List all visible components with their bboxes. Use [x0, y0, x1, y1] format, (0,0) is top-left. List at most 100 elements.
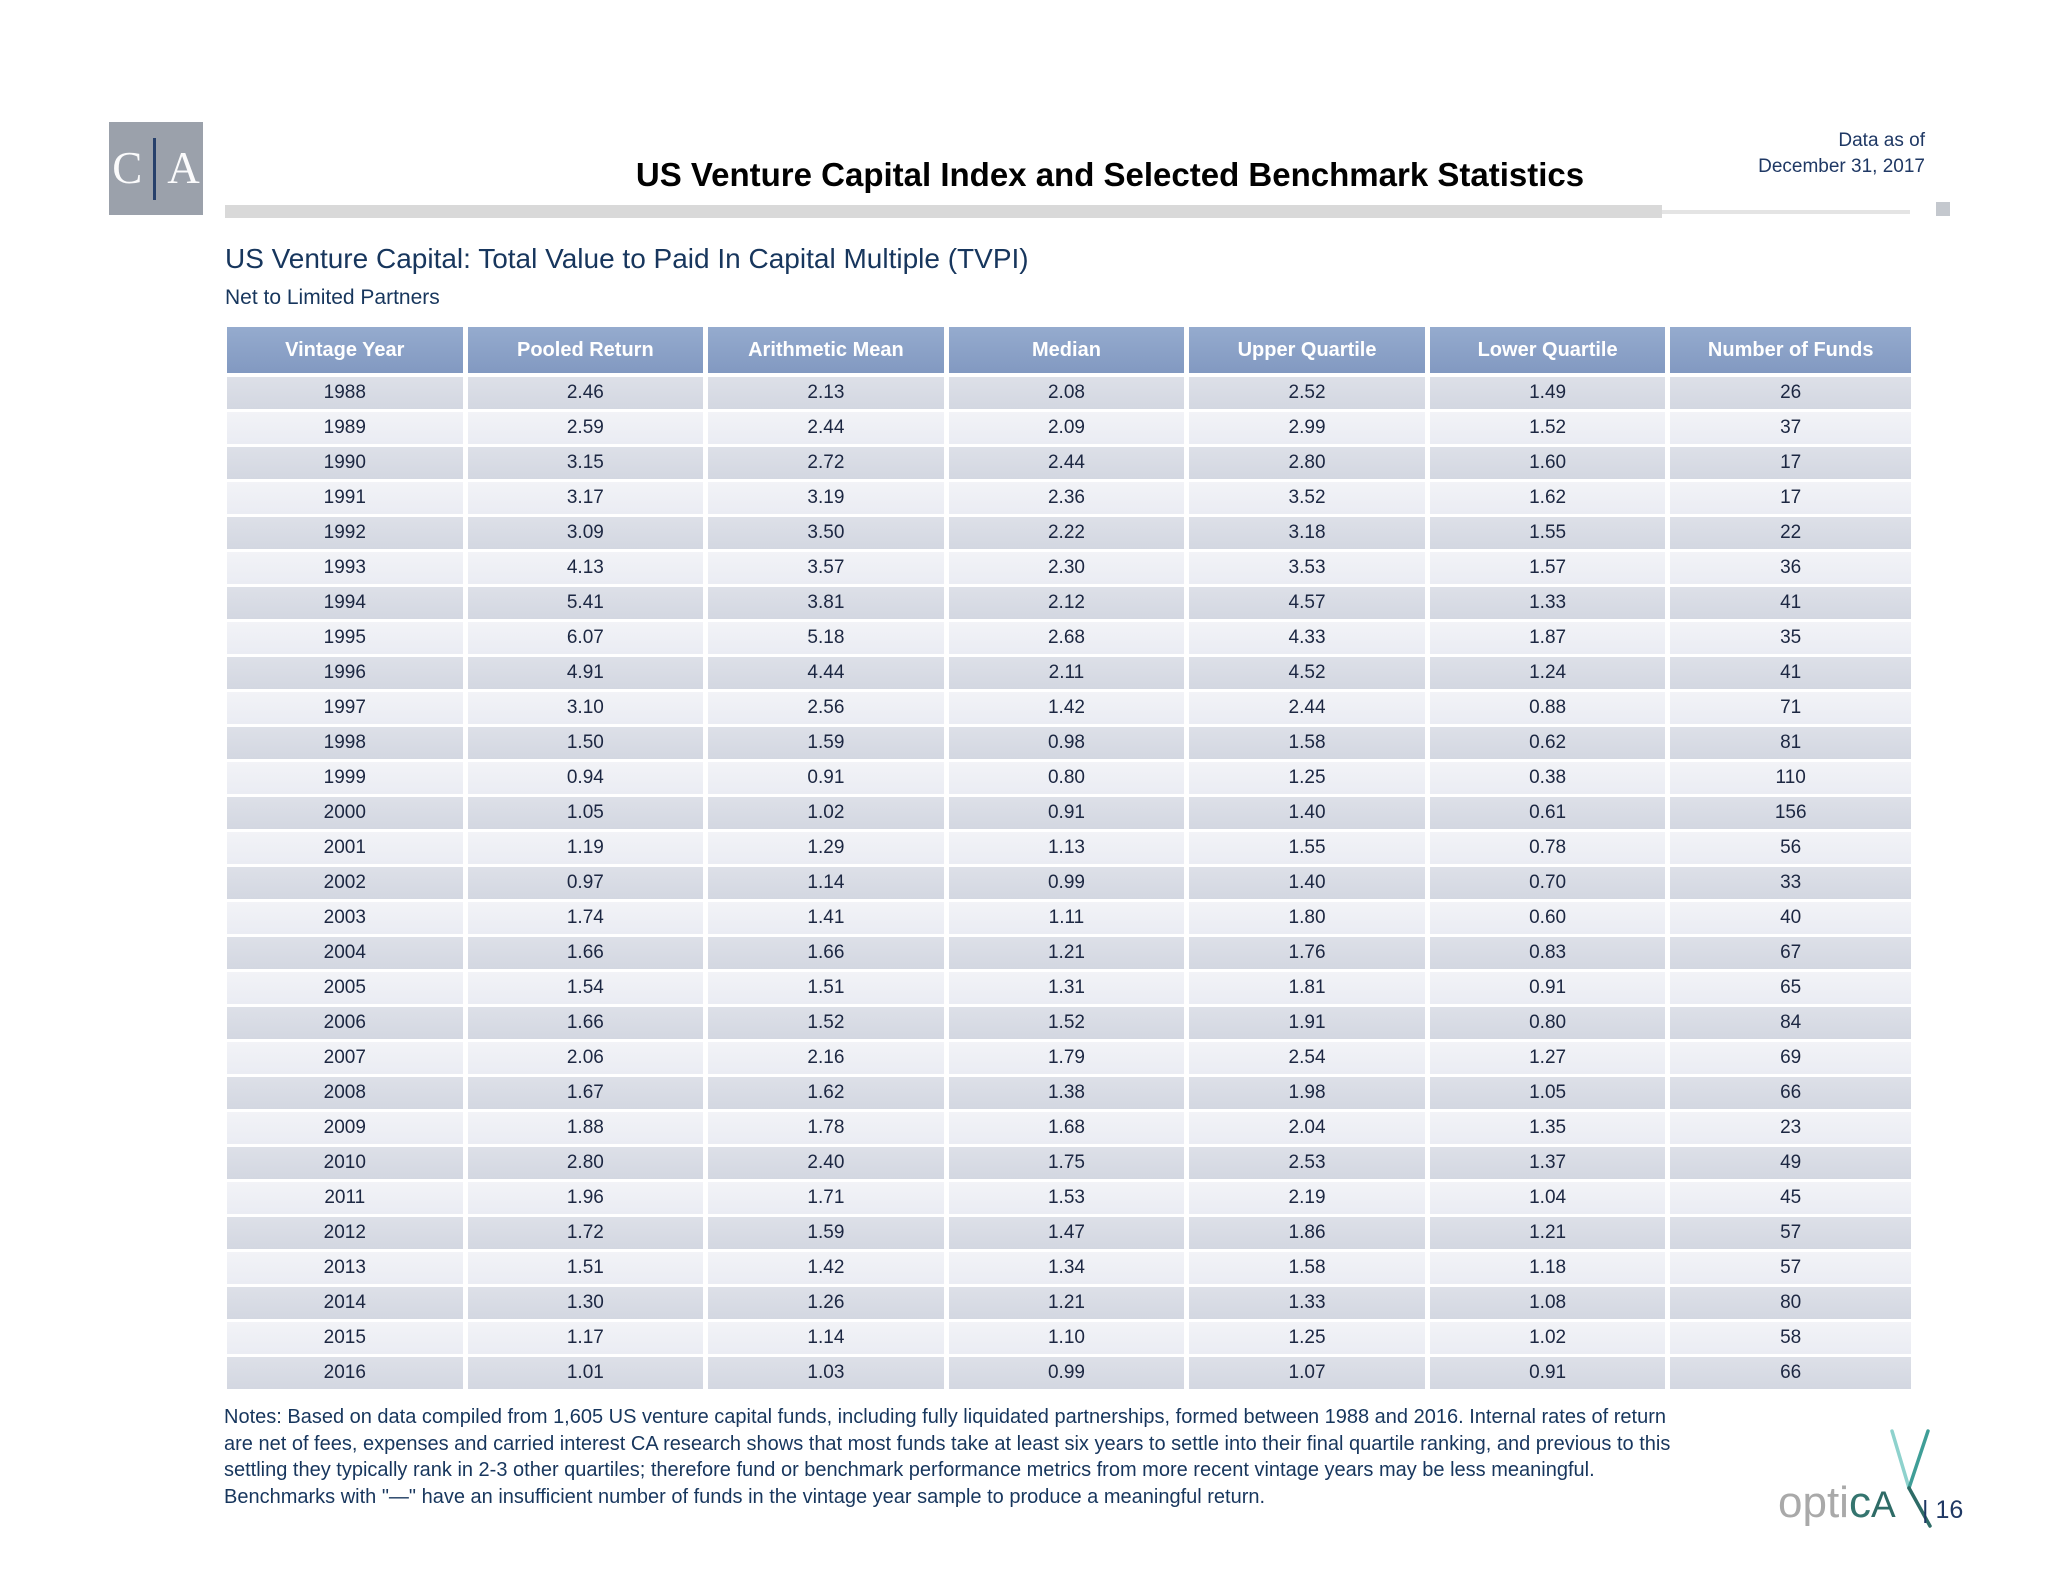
- cell-median: 1.21: [948, 1287, 1190, 1322]
- cell-pooled-return: 6.07: [467, 622, 709, 657]
- table-row: 2008 1.67 1.62 1.38 1.98 1.05 66: [227, 1077, 1911, 1112]
- cell-arithmetic-mean: 1.59: [708, 727, 949, 762]
- column-header-lower-quartile: Lower Quartile: [1429, 327, 1671, 377]
- cell-upper-quartile: 1.76: [1189, 937, 1430, 972]
- cell-number-of-funds: 35: [1670, 622, 1911, 657]
- cell-number-of-funds: 23: [1670, 1112, 1911, 1147]
- cell-median: 1.34: [948, 1252, 1190, 1287]
- cell-arithmetic-mean: 2.40: [708, 1147, 949, 1182]
- cell-arithmetic-mean: 1.14: [708, 1322, 949, 1357]
- table-row: 2006 1.66 1.52 1.52 1.91 0.80 84: [227, 1007, 1911, 1042]
- cell-number-of-funds: 26: [1670, 377, 1911, 412]
- cell-lower-quartile: 1.52: [1429, 412, 1671, 447]
- cell-upper-quartile: 2.99: [1189, 412, 1430, 447]
- title-rule-thick: [225, 205, 1662, 218]
- cell-vintage-year: 1993: [227, 552, 468, 587]
- cell-pooled-return: 1.51: [467, 1252, 709, 1287]
- cell-number-of-funds: 41: [1670, 587, 1911, 622]
- cell-arithmetic-mean: 1.42: [708, 1252, 949, 1287]
- cell-upper-quartile: 4.33: [1189, 622, 1430, 657]
- cell-pooled-return: 1.01: [467, 1357, 709, 1392]
- table-row: 1994 5.41 3.81 2.12 4.57 1.33 41: [227, 587, 1911, 622]
- cell-arithmetic-mean: 1.71: [708, 1182, 949, 1217]
- cell-vintage-year: 2007: [227, 1042, 468, 1077]
- cell-arithmetic-mean: 1.41: [708, 902, 949, 937]
- cell-lower-quartile: 0.38: [1429, 762, 1671, 797]
- cell-median: 1.79: [948, 1042, 1190, 1077]
- tvpi-table: Vintage Year Pooled Return Arithmetic Me…: [227, 327, 1911, 1392]
- title-rule-endcap: [1936, 202, 1950, 216]
- table-row: 2005 1.54 1.51 1.31 1.81 0.91 65: [227, 972, 1911, 1007]
- notes: Notes: Based on data compiled from 1,605…: [224, 1404, 1670, 1510]
- cell-vintage-year: 1988: [227, 377, 468, 412]
- table-row: 2001 1.19 1.29 1.13 1.55 0.78 56: [227, 832, 1911, 867]
- table-row: 1995 6.07 5.18 2.68 4.33 1.87 35: [227, 622, 1911, 657]
- cell-median: 2.44: [948, 447, 1190, 482]
- cell-upper-quartile: 3.52: [1189, 482, 1430, 517]
- cell-arithmetic-mean: 1.03: [708, 1357, 949, 1392]
- cell-lower-quartile: 1.33: [1429, 587, 1671, 622]
- cell-vintage-year: 2008: [227, 1077, 468, 1112]
- cell-lower-quartile: 0.88: [1429, 692, 1671, 727]
- cell-pooled-return: 3.17: [467, 482, 709, 517]
- cell-number-of-funds: 37: [1670, 412, 1911, 447]
- notes-line-4: Benchmarks with "—" have an insufficient…: [224, 1485, 1266, 1508]
- cell-arithmetic-mean: 3.50: [708, 517, 949, 552]
- cell-median: 1.68: [948, 1112, 1190, 1147]
- ca-logo-letter-c: C: [112, 143, 143, 193]
- cell-arithmetic-mean: 3.81: [708, 587, 949, 622]
- cell-pooled-return: 1.88: [467, 1112, 709, 1147]
- cell-pooled-return: 1.74: [467, 902, 709, 937]
- cell-vintage-year: 1992: [227, 517, 468, 552]
- cell-lower-quartile: 1.05: [1429, 1077, 1671, 1112]
- cell-upper-quartile: 2.54: [1189, 1042, 1430, 1077]
- table-row: 1999 0.94 0.91 0.80 1.25 0.38 110: [227, 762, 1911, 797]
- cell-upper-quartile: 2.04: [1189, 1112, 1430, 1147]
- cell-number-of-funds: 17: [1670, 482, 1911, 517]
- cell-upper-quartile: 2.80: [1189, 447, 1430, 482]
- table-row: 2011 1.96 1.71 1.53 2.19 1.04 45: [227, 1182, 1911, 1217]
- cell-median: 0.99: [948, 867, 1190, 902]
- cell-lower-quartile: 0.60: [1429, 902, 1671, 937]
- cell-median: 2.68: [948, 622, 1190, 657]
- cell-vintage-year: 1997: [227, 692, 468, 727]
- cell-vintage-year: 2003: [227, 902, 468, 937]
- table-body: 1988 2.46 2.13 2.08 2.52 1.49 26 1989 2.…: [227, 377, 1911, 1392]
- section-subtitle: Net to Limited Partners: [225, 286, 440, 309]
- cell-median: 2.11: [948, 657, 1190, 692]
- table-row: 2010 2.80 2.40 1.75 2.53 1.37 49: [227, 1147, 1911, 1182]
- cell-upper-quartile: 1.58: [1189, 727, 1430, 762]
- cell-arithmetic-mean: 2.56: [708, 692, 949, 727]
- cell-median: 0.99: [948, 1357, 1190, 1392]
- table-row: 2015 1.17 1.14 1.10 1.25 1.02 58: [227, 1322, 1911, 1357]
- cell-lower-quartile: 0.70: [1429, 867, 1671, 902]
- cell-arithmetic-mean: 2.44: [708, 412, 949, 447]
- cell-vintage-year: 2004: [227, 937, 468, 972]
- table-row: 1991 3.17 3.19 2.36 3.52 1.62 17: [227, 482, 1911, 517]
- table-row: 1998 1.50 1.59 0.98 1.58 0.62 81: [227, 727, 1911, 762]
- cell-pooled-return: 2.80: [467, 1147, 709, 1182]
- cell-median: 2.36: [948, 482, 1190, 517]
- notes-line-2: are net of fees, expenses and carried in…: [224, 1432, 1671, 1455]
- page-number: | 16: [1922, 1496, 1964, 1524]
- cell-vintage-year: 2002: [227, 867, 468, 902]
- cell-arithmetic-mean: 1.62: [708, 1077, 949, 1112]
- cell-median: 0.98: [948, 727, 1190, 762]
- table-row: 1997 3.10 2.56 1.42 2.44 0.88 71: [227, 692, 1911, 727]
- cell-pooled-return: 4.91: [467, 657, 709, 692]
- cell-arithmetic-mean: 1.78: [708, 1112, 949, 1147]
- cell-number-of-funds: 56: [1670, 832, 1911, 867]
- cell-number-of-funds: 69: [1670, 1042, 1911, 1077]
- cell-vintage-year: 2005: [227, 972, 468, 1007]
- cell-median: 0.91: [948, 797, 1190, 832]
- cell-upper-quartile: 3.53: [1189, 552, 1430, 587]
- cell-vintage-year: 2010: [227, 1147, 468, 1182]
- column-header-number-of-funds: Number of Funds: [1670, 327, 1911, 377]
- cell-median: 1.47: [948, 1217, 1190, 1252]
- cell-upper-quartile: 3.18: [1189, 517, 1430, 552]
- cell-upper-quartile: 1.91: [1189, 1007, 1430, 1042]
- cell-lower-quartile: 1.24: [1429, 657, 1671, 692]
- cell-lower-quartile: 1.49: [1429, 377, 1671, 412]
- table-row: 2013 1.51 1.42 1.34 1.58 1.18 57: [227, 1252, 1911, 1287]
- cell-vintage-year: 1996: [227, 657, 468, 692]
